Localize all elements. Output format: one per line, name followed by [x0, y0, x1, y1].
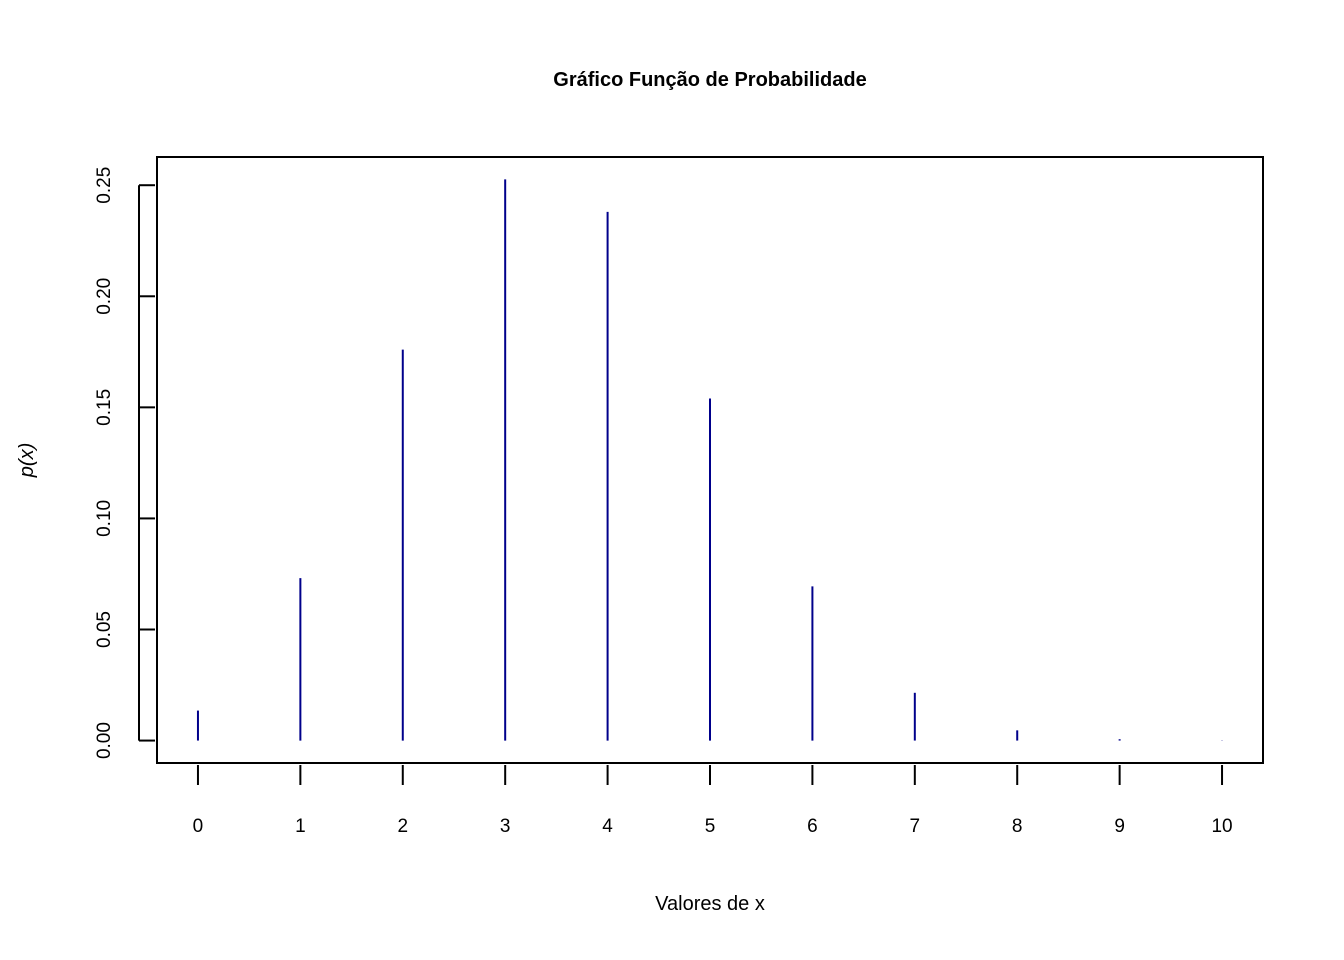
- x-tick-label: 6: [807, 816, 818, 837]
- probability-series: [196, 179, 1224, 741]
- x-tick-label: 9: [1114, 816, 1125, 837]
- y-axis-label: p(x): [16, 443, 38, 478]
- x-tick-label: 0: [193, 816, 204, 837]
- x-axis: 0 1 2 3 4 5 6 7 8 9 10: [193, 765, 1233, 837]
- x-tick-label: 3: [500, 816, 511, 837]
- x-tick-label: 5: [705, 816, 716, 837]
- y-tick-label: 0.15: [94, 389, 115, 426]
- chart-title: Gráfico Função de Probabilidade: [553, 69, 866, 91]
- y-axis: 0.00 0.05 0.10 0.15 0.20 0.25: [94, 167, 155, 759]
- y-tick-label: 0.20: [94, 278, 115, 315]
- x-tick-label: 1: [295, 816, 306, 837]
- y-tick-label: 0.05: [94, 611, 115, 648]
- plot-frame: [156, 156, 1264, 764]
- y-tick-label: 0.25: [94, 167, 115, 204]
- x-tick-label: 2: [397, 816, 408, 837]
- y-tick-label: 0.00: [94, 722, 115, 759]
- x-tick-label: 7: [910, 816, 921, 837]
- x-tick-label: 8: [1012, 816, 1023, 837]
- x-tick-label: 4: [602, 816, 613, 837]
- x-tick-label: 10: [1211, 816, 1232, 837]
- x-axis-label: Valores de x: [655, 893, 765, 915]
- y-tick-label: 0.10: [94, 500, 115, 537]
